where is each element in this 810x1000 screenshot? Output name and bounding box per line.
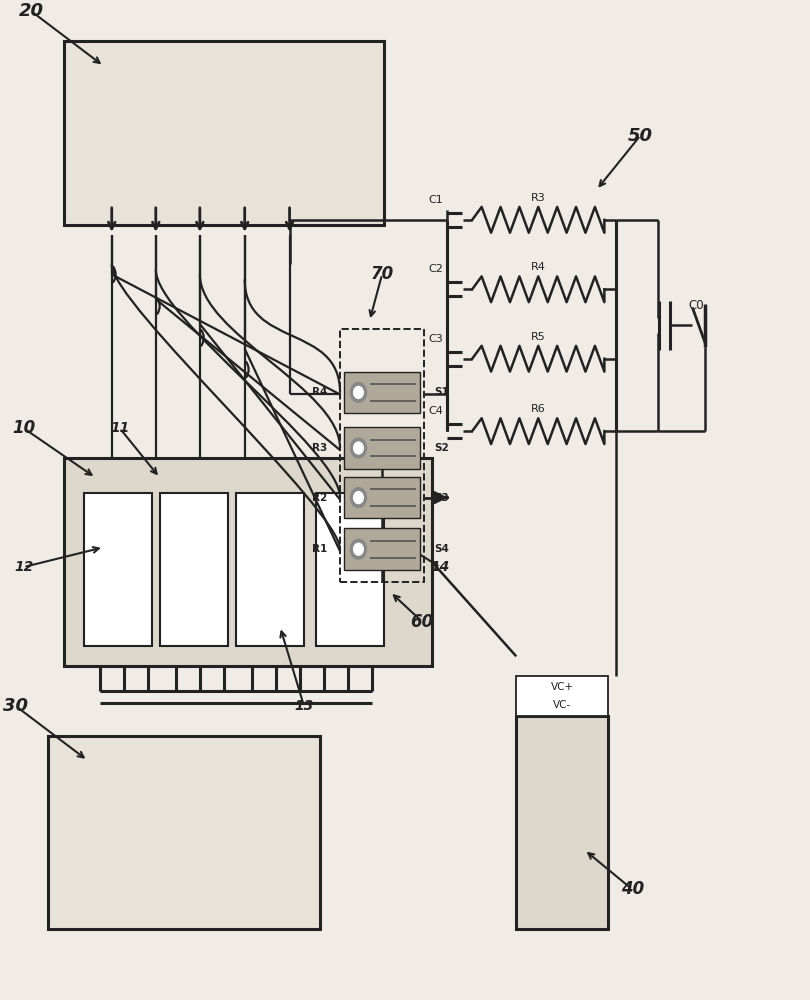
Bar bbox=[344, 477, 420, 518]
Text: 12: 12 bbox=[14, 560, 33, 574]
Text: R3: R3 bbox=[313, 443, 327, 453]
Text: C0: C0 bbox=[688, 299, 704, 312]
Text: R5: R5 bbox=[531, 332, 546, 342]
Text: VC-: VC- bbox=[553, 700, 571, 710]
Text: R6: R6 bbox=[531, 404, 546, 414]
Text: R2: R2 bbox=[313, 493, 327, 503]
Bar bbox=[516, 716, 608, 929]
Bar bbox=[516, 676, 608, 716]
Text: 40: 40 bbox=[620, 880, 644, 898]
Circle shape bbox=[354, 442, 363, 454]
Bar bbox=[344, 427, 420, 469]
Text: 14: 14 bbox=[431, 560, 450, 574]
Circle shape bbox=[354, 543, 363, 555]
Bar bbox=[160, 493, 228, 646]
Text: R1: R1 bbox=[313, 544, 327, 554]
Text: C4: C4 bbox=[428, 406, 444, 416]
Bar bbox=[236, 493, 304, 646]
Text: 60: 60 bbox=[411, 613, 433, 631]
Text: 20: 20 bbox=[19, 2, 44, 20]
Text: C2: C2 bbox=[428, 264, 444, 274]
Circle shape bbox=[351, 383, 366, 402]
Text: 11: 11 bbox=[110, 421, 130, 435]
Bar bbox=[64, 41, 384, 225]
Bar bbox=[340, 329, 424, 582]
Text: R4: R4 bbox=[313, 387, 328, 397]
Text: S4: S4 bbox=[434, 544, 450, 554]
Bar bbox=[316, 493, 384, 646]
Bar bbox=[344, 372, 420, 413]
Text: 50: 50 bbox=[628, 127, 653, 145]
Bar bbox=[344, 528, 420, 570]
Text: 13: 13 bbox=[294, 699, 313, 713]
Text: R3: R3 bbox=[531, 193, 546, 203]
Bar bbox=[83, 493, 151, 646]
Circle shape bbox=[351, 488, 366, 508]
Text: C1: C1 bbox=[428, 195, 444, 205]
Text: 10: 10 bbox=[12, 419, 36, 437]
Text: R4: R4 bbox=[531, 262, 546, 272]
Text: 30: 30 bbox=[3, 697, 28, 715]
Circle shape bbox=[351, 539, 366, 559]
Bar bbox=[64, 458, 433, 666]
Circle shape bbox=[354, 492, 363, 504]
Circle shape bbox=[354, 387, 363, 398]
Text: S3: S3 bbox=[434, 493, 450, 503]
Text: S1: S1 bbox=[434, 387, 450, 397]
Bar bbox=[48, 736, 320, 929]
Text: VC+: VC+ bbox=[551, 682, 573, 692]
Circle shape bbox=[351, 438, 366, 458]
Text: 70: 70 bbox=[370, 265, 394, 283]
Text: S2: S2 bbox=[434, 443, 450, 453]
Text: C3: C3 bbox=[428, 334, 444, 344]
